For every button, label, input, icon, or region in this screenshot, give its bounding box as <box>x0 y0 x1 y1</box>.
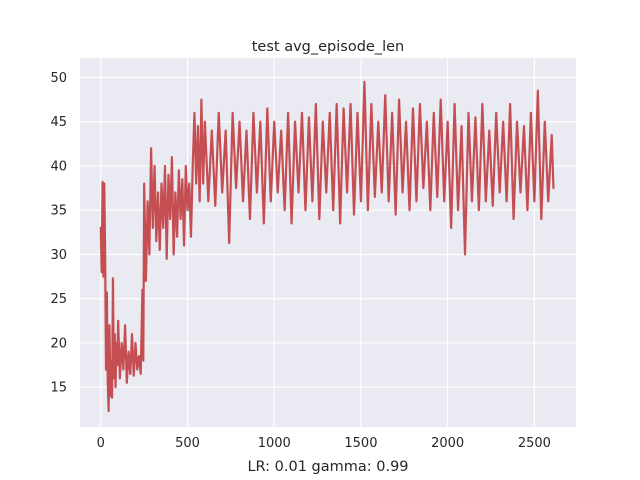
x-tick-label: 1500 <box>344 436 377 451</box>
y-tick-label: 50 <box>50 71 67 86</box>
y-tick-label: 45 <box>50 115 67 130</box>
x-tick-label: 2500 <box>518 436 551 451</box>
x-tick-labels: 0 500 1000 1500 2000 2500 <box>97 436 551 451</box>
plot-area <box>80 58 576 427</box>
y-tick-label: 40 <box>50 159 67 174</box>
y-tick-label: 20 <box>50 336 67 351</box>
x-tick-label: 500 <box>175 436 200 451</box>
series-layer <box>99 80 555 413</box>
y-tick-label: 30 <box>50 248 67 263</box>
x-gridlines <box>100 58 535 427</box>
y-tick-label: 35 <box>50 204 67 219</box>
y-tick-label: 25 <box>50 292 67 307</box>
chart-title: test avg_episode_len <box>252 39 404 55</box>
x-axis-label: LR: 0.01 gamma: 0.99 <box>247 459 408 475</box>
y-tick-labels: 15 20 25 30 35 40 45 50 <box>50 71 67 396</box>
x-tick-label: 0 <box>97 436 105 451</box>
y-tick-label: 15 <box>50 381 67 396</box>
x-tick-label: 1000 <box>258 436 291 451</box>
x-tick-label: 2000 <box>431 436 464 451</box>
series-line-0 <box>99 80 555 413</box>
